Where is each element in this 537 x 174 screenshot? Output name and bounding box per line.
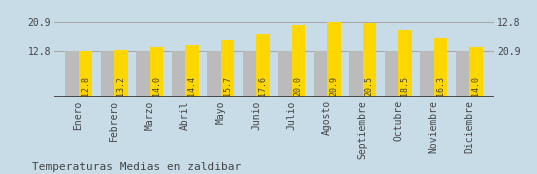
Bar [349, 51, 362, 97]
Text: 17.6: 17.6 [258, 76, 267, 96]
Bar [314, 51, 327, 97]
Text: 20.0: 20.0 [294, 76, 303, 96]
Text: 13.2: 13.2 [117, 76, 125, 96]
Text: 15.7: 15.7 [223, 76, 232, 96]
Text: 12.8: 12.8 [81, 76, 90, 96]
Bar [456, 51, 469, 97]
Bar [434, 38, 447, 97]
Text: 14.0: 14.0 [152, 76, 161, 96]
Bar [78, 51, 92, 97]
Bar [100, 51, 114, 97]
Text: 14.4: 14.4 [187, 76, 197, 96]
Bar [384, 51, 398, 97]
Bar [327, 22, 340, 97]
Bar [420, 51, 434, 97]
Bar [243, 51, 256, 97]
Bar [256, 34, 270, 97]
Text: 20.9: 20.9 [329, 76, 338, 96]
Bar [65, 51, 78, 97]
Bar [292, 25, 305, 97]
Text: Temperaturas Medias en zaldibar: Temperaturas Medias en zaldibar [32, 162, 242, 172]
Bar [221, 41, 234, 97]
Bar [469, 47, 483, 97]
Text: 18.5: 18.5 [401, 76, 409, 96]
Text: 20.5: 20.5 [365, 76, 374, 96]
Bar [278, 51, 292, 97]
Text: 14.0: 14.0 [471, 76, 481, 96]
Bar [136, 51, 150, 97]
Bar [207, 51, 221, 97]
Bar [398, 30, 412, 97]
Text: 16.3: 16.3 [436, 76, 445, 96]
Bar [172, 51, 185, 97]
Bar [114, 50, 128, 97]
Bar [362, 23, 376, 97]
Bar [150, 47, 163, 97]
Bar [185, 45, 199, 97]
